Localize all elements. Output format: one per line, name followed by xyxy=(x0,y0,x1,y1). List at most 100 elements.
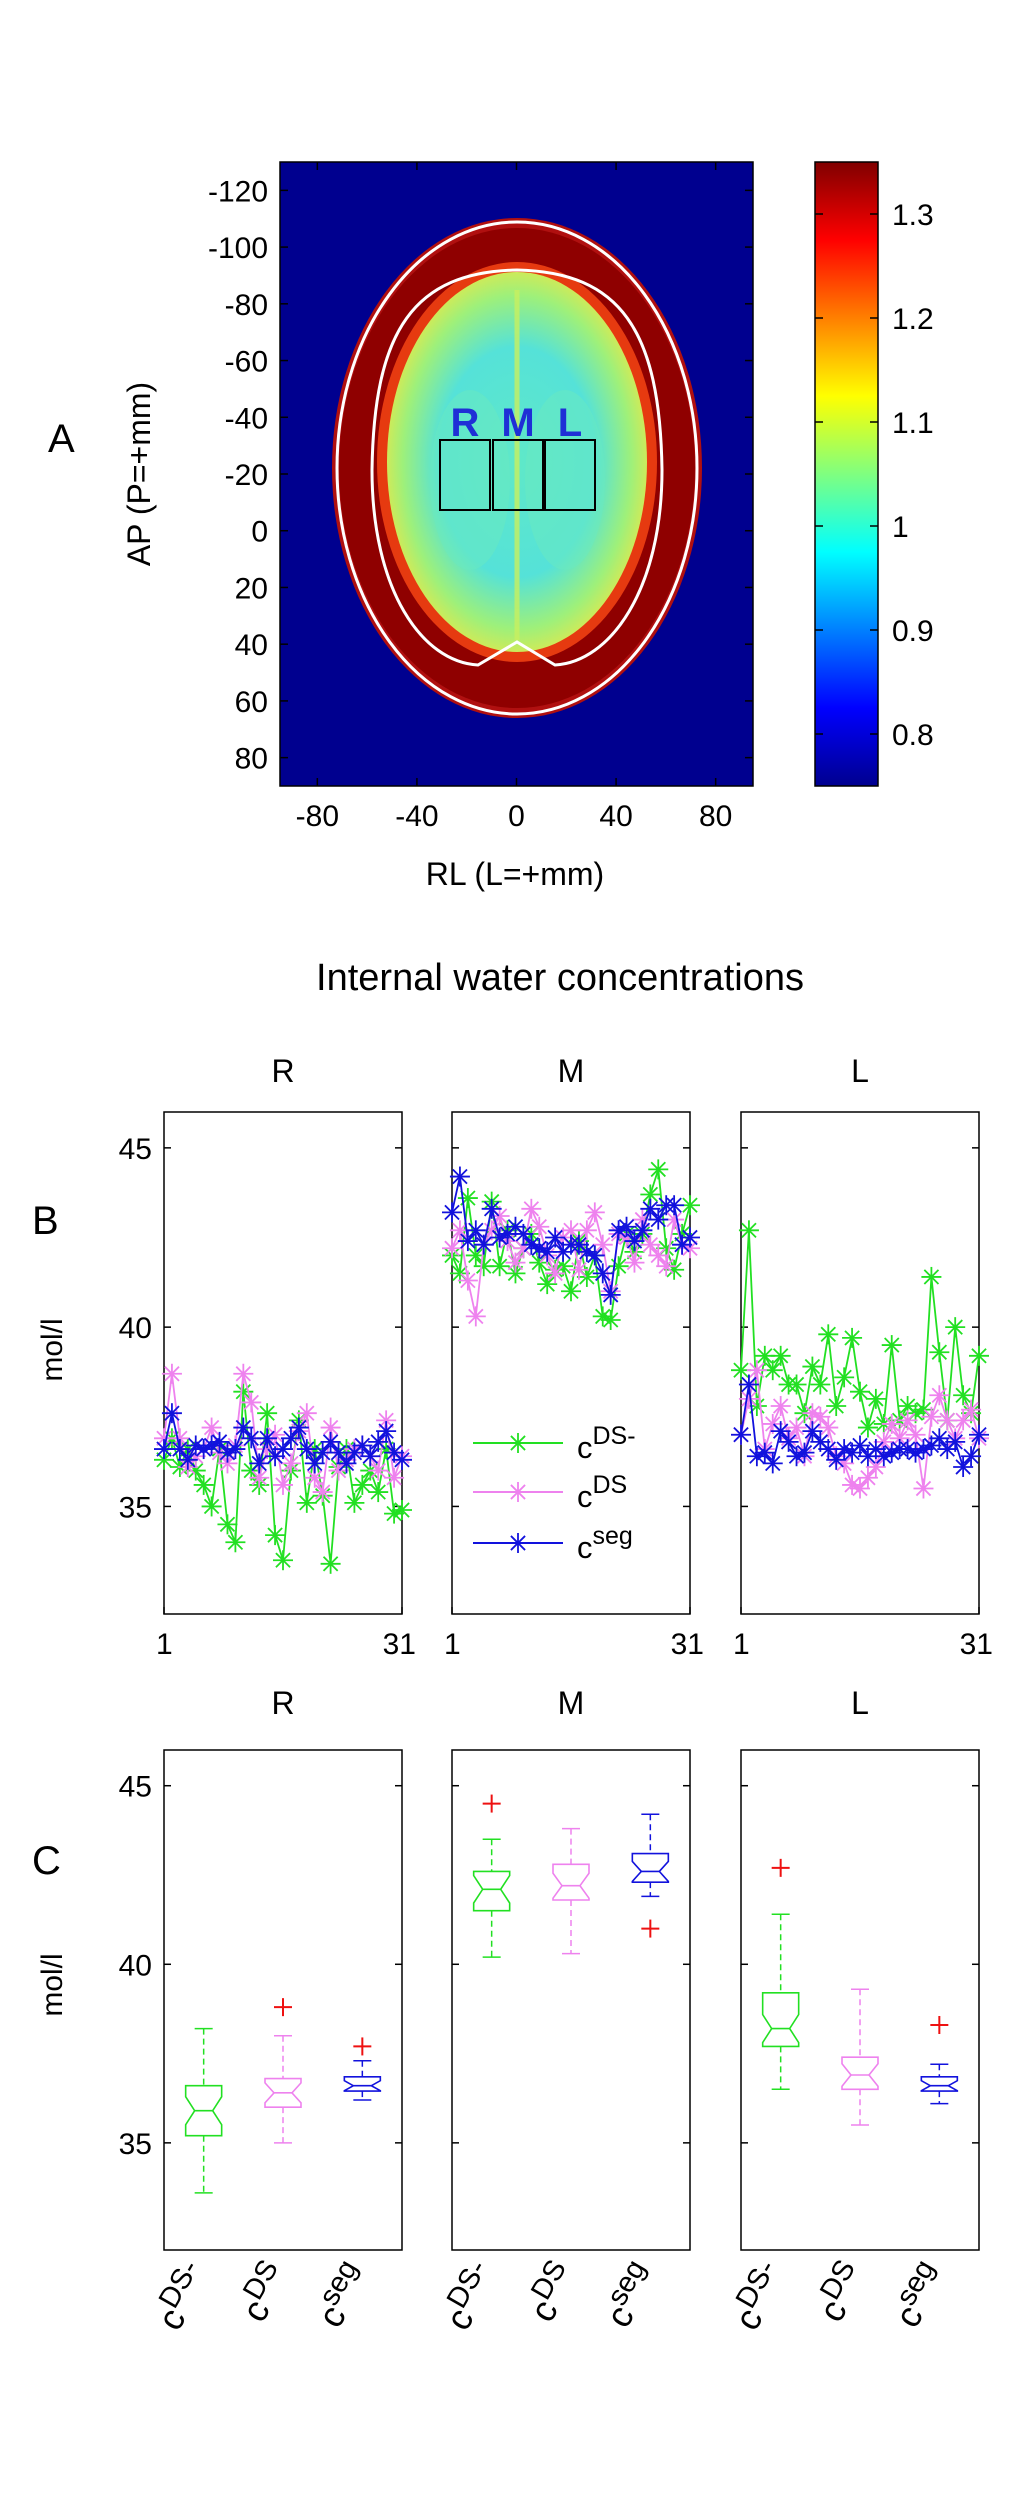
colorbar: 1.3 1.2 1.1 1 0.9 0.8 xyxy=(814,161,934,787)
data-point xyxy=(680,1227,700,1248)
data-point-stroke xyxy=(899,1398,916,1414)
data-point-stroke xyxy=(156,1452,172,1468)
data-point-stroke xyxy=(507,1219,524,1235)
category-label: cseg xyxy=(881,2255,954,2335)
legend-text-cseg: cseg xyxy=(577,1522,633,1565)
box-body xyxy=(343,2075,382,2092)
data-point xyxy=(632,1220,653,1241)
data-point-stroke xyxy=(587,1204,603,1221)
panel-b-y-tick-label: 35 xyxy=(119,1491,152,1524)
data-point-stroke xyxy=(899,1441,916,1457)
data-point-stroke xyxy=(195,1477,212,1493)
data-point-stroke xyxy=(259,1430,275,1447)
data-point xyxy=(489,1256,510,1277)
data-point xyxy=(826,1396,847,1417)
data-point xyxy=(865,1456,886,1477)
data-point xyxy=(273,1550,293,1571)
panel-b-axes-frame xyxy=(451,1111,691,1615)
data-point-stroke xyxy=(476,1258,492,1274)
map-x-tick-label: 0 xyxy=(508,800,525,833)
legend-marker-cds xyxy=(508,1482,528,1502)
data-point xyxy=(154,1449,174,1470)
colorbar-tick-label: 1.3 xyxy=(892,199,934,232)
data-point xyxy=(529,1252,550,1273)
data-point-stroke xyxy=(899,1412,916,1429)
data-point-stroke xyxy=(531,1240,547,1256)
data-point-stroke xyxy=(602,1287,619,1303)
data-point-stroke xyxy=(314,1484,331,1500)
data-point xyxy=(953,1456,974,1477)
data-point xyxy=(505,1252,526,1273)
data-point xyxy=(592,1234,613,1255)
data-point-stroke xyxy=(523,1201,540,1217)
data-point-stroke xyxy=(658,1258,674,1274)
panel-b-x-tick-label: 1 xyxy=(156,1628,173,1661)
panel-b-subplot-m: M 1 31 xyxy=(442,1053,704,1661)
data-point-stroke xyxy=(772,1423,789,1439)
panel-b-subplots: R 45 40 35 1 31 M 1 31 L 1 31 xyxy=(119,1053,993,1661)
data-point xyxy=(280,1453,301,1474)
data-point xyxy=(392,1449,412,1470)
data-point-stroke xyxy=(164,1405,180,1421)
data-point-stroke xyxy=(772,1348,789,1364)
data-point xyxy=(834,1367,855,1388)
data-point xyxy=(576,1241,597,1262)
data-point-stroke xyxy=(741,1376,757,1393)
data-point xyxy=(201,1417,222,1438)
data-point-stroke xyxy=(203,1437,220,1454)
data-point xyxy=(810,1374,831,1395)
data-point-stroke xyxy=(749,1362,765,1378)
data-point-stroke xyxy=(354,1477,371,1493)
data-point-stroke xyxy=(251,1470,267,1486)
data-point-stroke xyxy=(602,1312,619,1328)
panel-c-y-tick-label: 40 xyxy=(119,1949,152,1982)
data-point-stroke xyxy=(267,1527,283,1543)
data-point-stroke xyxy=(971,1348,987,1364)
data-point xyxy=(913,1439,934,1460)
legend-text-cds: cDS xyxy=(577,1471,627,1514)
panel-b-y-tick-label: 45 xyxy=(119,1133,152,1166)
data-point-stroke xyxy=(322,1419,339,1436)
data-point-stroke xyxy=(203,1498,220,1515)
data-point xyxy=(810,1406,831,1427)
legend-star-stroke xyxy=(510,1535,526,1551)
series-cds xyxy=(731,1360,989,1499)
data-point-stroke xyxy=(219,1444,236,1461)
data-point-stroke xyxy=(666,1262,682,1278)
data-point xyxy=(457,1231,478,1252)
data-point-stroke xyxy=(971,1427,987,1443)
roi-box-r xyxy=(439,439,491,511)
map-y-tick-label: 80 xyxy=(235,743,268,776)
colorbar-ticks: 1.3 1.2 1.1 1 0.9 0.8 xyxy=(815,199,934,752)
data-point xyxy=(738,1374,759,1395)
data-point xyxy=(770,1345,791,1366)
data-point xyxy=(640,1234,661,1255)
data-point-stroke xyxy=(394,1502,410,1518)
data-point xyxy=(201,1496,222,1517)
data-point-stroke xyxy=(444,1240,460,1256)
box-body xyxy=(184,2084,223,2137)
legend-item-cds-minus: cDS- xyxy=(473,1422,636,1465)
data-point xyxy=(913,1478,934,1499)
data-point xyxy=(529,1238,550,1259)
data-point-stroke xyxy=(733,1427,749,1443)
data-point-stroke xyxy=(314,1444,331,1461)
data-point-stroke xyxy=(804,1358,821,1375)
data-point xyxy=(953,1385,974,1406)
map-x-tick-label: 80 xyxy=(699,800,732,833)
data-point-stroke xyxy=(164,1366,180,1382)
data-point-stroke xyxy=(322,1556,339,1572)
data-point-stroke xyxy=(876,1448,892,1464)
map-y-tick-label: 0 xyxy=(251,516,268,549)
data-point xyxy=(937,1410,958,1431)
data-point xyxy=(288,1417,309,1438)
data-point xyxy=(473,1234,494,1255)
series-cds-minus xyxy=(154,1381,412,1574)
data-point-stroke xyxy=(741,1391,757,1407)
data-point xyxy=(304,1453,325,1474)
map-y-tick-label: -40 xyxy=(225,402,268,435)
data-point xyxy=(818,1324,839,1345)
map-y-tick-label: -60 xyxy=(225,346,268,379)
colorbar-tick-label: 0.8 xyxy=(892,719,934,752)
data-point xyxy=(336,1453,357,1474)
